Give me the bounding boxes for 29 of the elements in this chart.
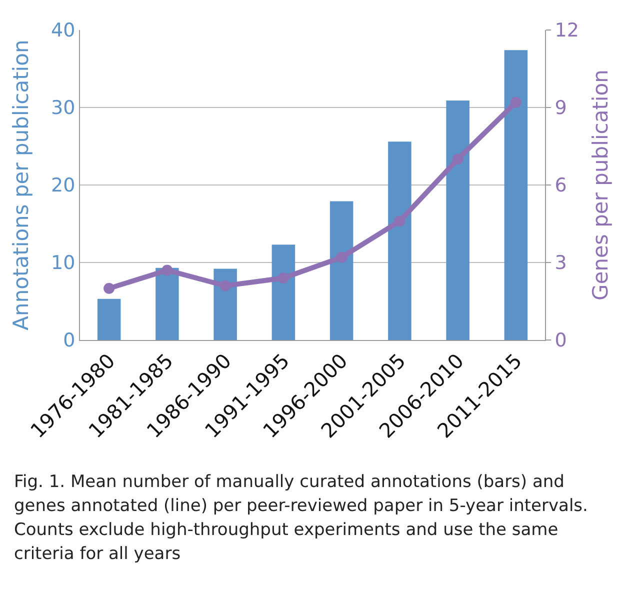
y-tick-label: 10 — [51, 252, 76, 274]
bar — [97, 298, 121, 340]
bar — [504, 50, 528, 340]
y2-tick-label: 9 — [554, 97, 567, 120]
y2-tick-label: 12 — [554, 20, 579, 42]
point — [220, 280, 231, 292]
bar — [214, 268, 237, 340]
y-tick-label: 20 — [51, 174, 76, 197]
y-axis-title: Annotations per publication — [9, 40, 33, 330]
bar — [272, 244, 296, 340]
caption: Fig. 1. Mean number of manually curated annotations (bars) and genes annotated (line) per peer-reviewed paper in 5-year intervals. Counts exclude high-throughput experiments and use the same criteria for all years — [14, 471, 589, 566]
y2-tick-label: 3 — [554, 252, 567, 274]
y2-tick-label: 6 — [554, 174, 567, 197]
point — [278, 272, 289, 284]
point — [336, 252, 348, 263]
y-tick-label: 40 — [51, 20, 76, 42]
bar — [388, 142, 412, 340]
y2-tick-label: 0 — [554, 330, 567, 352]
point — [452, 154, 464, 165]
point — [510, 96, 522, 108]
point — [162, 264, 173, 276]
y-tick-label: 30 — [51, 97, 76, 120]
point — [104, 282, 115, 294]
y2-axis-title: Genes per publication — [588, 70, 612, 300]
bar — [330, 201, 354, 340]
point — [394, 216, 406, 227]
bar — [156, 268, 179, 340]
bar — [446, 100, 470, 340]
y-tick-label: 0 — [63, 330, 76, 352]
